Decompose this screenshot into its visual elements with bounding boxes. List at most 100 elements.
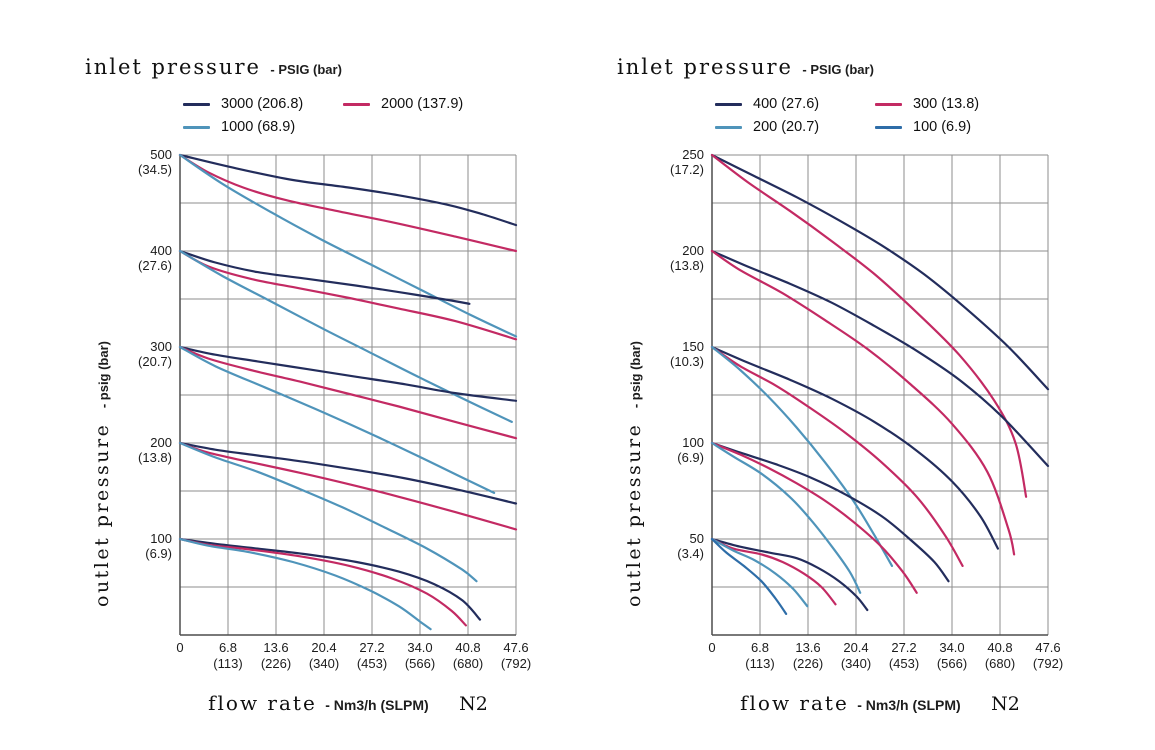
y-axis-label: outlet pressure - psig (bar) xyxy=(623,174,645,750)
curve-inlet-400-set-200 xyxy=(710,249,1050,468)
y-tick-label: 100 xyxy=(682,435,704,450)
curve-inlet-200-set-100 xyxy=(710,441,862,594)
curve-inlet-2000-set-400 xyxy=(178,249,518,341)
curve-inlet-1000-set-200 xyxy=(178,441,478,583)
x-tick-sublabel: (113) xyxy=(213,656,242,671)
legend-swatch-icon xyxy=(715,125,742,129)
curve-inlet-3000-set-200 xyxy=(178,441,518,505)
x-tick-label: 20.4 xyxy=(311,640,336,655)
curve-inlet-100-set-50 xyxy=(710,537,788,615)
legend-title-main: inlet pressure xyxy=(617,55,793,79)
legend-title-sub: - PSIG (bar) xyxy=(802,62,874,77)
x-tick-label: 20.4 xyxy=(843,640,868,655)
y-axis-label-main: outlet pressure xyxy=(623,422,645,607)
x-tick-sublabel: (566) xyxy=(405,656,435,671)
x-tick-label: 47.6 xyxy=(1035,640,1060,655)
y-tick-label: 100 xyxy=(150,531,172,546)
y-tick-label: 50 xyxy=(690,531,704,546)
y-tick-sublabel: (10.3) xyxy=(670,354,704,369)
y-axis-label-main: outlet pressure xyxy=(91,422,113,607)
curve-inlet-400-set-250 xyxy=(710,153,1050,391)
y-tick-label: 500 xyxy=(150,147,172,162)
y-tick-sublabel: (6.9) xyxy=(677,450,704,465)
gas-label: N2 xyxy=(991,693,1020,715)
x-tick-label: 34.0 xyxy=(407,640,432,655)
y-tick-sublabel: (20.7) xyxy=(138,354,172,369)
x-tick-sublabel: (340) xyxy=(841,656,871,671)
x-tick-label: 13.6 xyxy=(795,640,820,655)
x-tick-label: 34.0 xyxy=(939,640,964,655)
curve-inlet-300-set-250 xyxy=(710,153,1028,498)
x-axis-label: flow rate - Nm3/h (SLPM) N2 xyxy=(665,691,1095,715)
legend-label: 2000 (137.9) xyxy=(381,96,464,112)
x-axis-label-main: flow rate xyxy=(208,691,317,715)
legend-item-1: 2000 (137.9) xyxy=(343,96,463,112)
curve-inlet-300-set-200 xyxy=(710,249,1016,556)
y-tick-label: 250 xyxy=(682,147,704,162)
curve-inlet-1000-set-300 xyxy=(178,345,496,494)
curve-inlet-3000-set-300 xyxy=(178,345,518,402)
gas-label: N2 xyxy=(459,693,488,715)
x-tick-label: 0 xyxy=(708,640,715,655)
curve-inlet-3000-set-500 xyxy=(178,153,518,227)
legend-title: inlet pressure - PSIG (bar) xyxy=(85,55,342,79)
x-tick-sublabel: (453) xyxy=(889,656,919,671)
x-tick-sublabel: (226) xyxy=(261,656,291,671)
legend-label: 3000 (206.8) xyxy=(221,96,304,112)
curve-inlet-2000-set-200 xyxy=(178,441,518,531)
y-tick-sublabel: (13.8) xyxy=(670,258,704,273)
legend-label: 100 (6.9) xyxy=(913,119,972,135)
curve-inlet-300-set-150 xyxy=(710,345,964,567)
curve-inlet-400-set-50 xyxy=(710,537,869,612)
y-tick-sublabel: (6.9) xyxy=(145,546,172,561)
x-tick-sublabel: (792) xyxy=(1033,656,1063,671)
chart-right-low-pressure: inlet pressure - PSIG (bar) 400 (27.6) 30… xyxy=(617,55,1107,750)
curve-inlet-3000-set-100 xyxy=(178,537,482,621)
x-tick-label: 27.2 xyxy=(891,640,916,655)
curve-inlet-300-set-100 xyxy=(710,441,918,594)
x-tick-label: 0 xyxy=(176,640,183,655)
curve-inlet-1000-set-400 xyxy=(178,249,513,423)
legend-item-0: 3000 (206.8) xyxy=(183,96,343,112)
y-axis-label: outlet pressure - psig (bar) xyxy=(91,174,113,750)
legend-item-2: 200 (20.7) xyxy=(715,119,875,135)
legend-swatch-icon xyxy=(343,102,370,106)
x-tick-label: 40.8 xyxy=(987,640,1012,655)
y-tick-sublabel: (27.6) xyxy=(138,258,172,273)
x-tick-sublabel: (680) xyxy=(453,656,483,671)
legend-swatch-icon xyxy=(875,125,902,129)
x-axis-label-main: flow rate xyxy=(740,691,849,715)
x-tick-label: 6.8 xyxy=(751,640,769,655)
y-tick-sublabel: (17.2) xyxy=(670,162,704,177)
y-tick-label: 200 xyxy=(682,243,704,258)
y-tick-sublabel: (3.4) xyxy=(677,546,704,561)
legend-title-main: inlet pressure xyxy=(85,55,261,79)
x-tick-label: 6.8 xyxy=(219,640,237,655)
legend-label: 1000 (68.9) xyxy=(221,119,296,135)
y-tick-sublabel: (34.5) xyxy=(138,162,172,177)
x-tick-sublabel: (792) xyxy=(501,656,531,671)
curve-inlet-400-set-100 xyxy=(710,441,950,583)
legend-item-3: 100 (6.9) xyxy=(875,119,979,135)
y-tick-label: 400 xyxy=(150,243,172,258)
legend: 400 (27.6) 300 (13.8) 200 (20.7) 100 (6.9) xyxy=(715,96,979,135)
legend-title: inlet pressure - PSIG (bar) xyxy=(617,55,874,79)
curve-inlet-400-set-150 xyxy=(710,345,999,550)
x-tick-sublabel: (566) xyxy=(937,656,967,671)
curve-inlet-2000-set-300 xyxy=(178,345,518,440)
curve-inlet-1000-set-100 xyxy=(178,537,432,631)
y-axis-label-sub: - psig (bar) xyxy=(628,341,643,409)
curve-inlet-1000-set-500 xyxy=(178,153,518,338)
x-axis-label-sub: - Nm3/h (SLPM) xyxy=(857,697,961,713)
x-axis-label: flow rate - Nm3/h (SLPM) N2 xyxy=(133,691,563,715)
curve-inlet-3000-set-400 xyxy=(178,249,471,305)
plot-area: 250(17.2) 200(13.8) 150(10.3) 100(6.9) 50(3.… xyxy=(670,147,1063,671)
legend-item-1: 300 (13.8) xyxy=(875,96,979,112)
x-tick-sublabel: (113) xyxy=(745,656,774,671)
x-tick-label: 40.8 xyxy=(455,640,480,655)
y-tick-label: 300 xyxy=(150,339,172,354)
x-tick-sublabel: (226) xyxy=(793,656,823,671)
legend-swatch-icon xyxy=(183,102,210,106)
y-tick-sublabel: (13.8) xyxy=(138,450,172,465)
x-tick-sublabel: (340) xyxy=(309,656,339,671)
